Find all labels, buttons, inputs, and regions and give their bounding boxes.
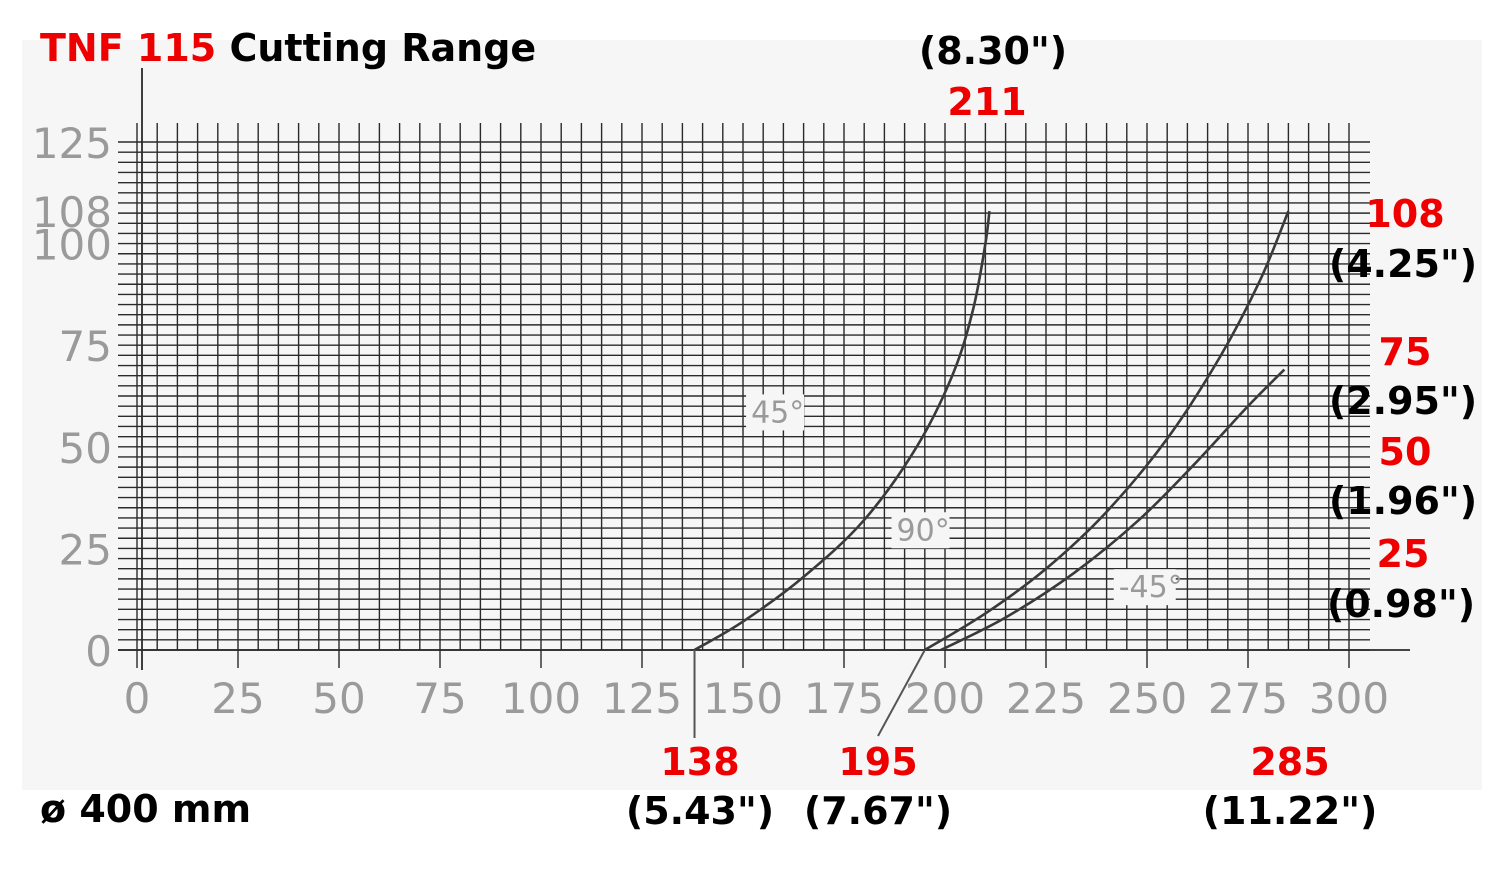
callout-top-inch: (8.30"): [918, 29, 1068, 73]
callout-bottom-mm-285: 285: [1250, 740, 1330, 784]
callout-right-inch-25: (0.98"): [1326, 582, 1476, 626]
callout-bottom-mm-195: 195: [838, 740, 918, 784]
title-model: 115: [136, 26, 217, 70]
series-label-3: -45°: [1119, 570, 1183, 605]
x-tick-label-75: 75: [413, 674, 466, 723]
axes: [118, 68, 1410, 670]
x-tick-label-225: 225: [1006, 674, 1086, 723]
series-label-2: 90°: [897, 513, 950, 548]
chart-title: TNF 115 Cutting Range: [40, 29, 536, 67]
series-labels: 45° 90° -45°: [746, 394, 1183, 606]
callout-bottom-mm-138: 138: [660, 740, 740, 784]
x-tick-label-125: 125: [602, 674, 682, 723]
series-curve-3: [940, 368, 1286, 652]
series-curve-1: [693, 210, 991, 652]
callout-right-mm-108: 108: [1365, 192, 1445, 236]
series-curve-2: [924, 210, 1290, 652]
x-tick-label-150: 150: [703, 674, 783, 723]
callout-right-mm-50: 50: [1378, 430, 1432, 474]
callout-top-mm: 211: [947, 80, 1027, 124]
series-curves: [693, 210, 1290, 652]
leader-line-195: [877, 649, 926, 737]
callout-right-mm-25: 25: [1376, 532, 1430, 576]
series-label-bg: [1113, 569, 1176, 606]
series-label-bg: [891, 512, 950, 549]
x-tick-label-100: 100: [501, 674, 581, 723]
callout-right-inch-75: (2.95"): [1328, 379, 1478, 423]
callout-right-inch-108: (4.25"): [1328, 242, 1478, 286]
x-tick-label-300: 300: [1309, 674, 1389, 723]
y-tick-label-100: 100: [32, 221, 112, 270]
y-tick-label-25: 25: [59, 525, 112, 574]
x-tick-label-175: 175: [804, 674, 884, 723]
diameter-label: ø 400 mm: [40, 787, 252, 831]
grid: [118, 123, 1370, 668]
title-text: Cutting Range: [229, 26, 537, 70]
title-brand: TNF: [40, 26, 124, 70]
y-tick-label-125: 125: [32, 119, 112, 168]
y-tick-label-50: 50: [59, 424, 112, 473]
series-label-bg: [746, 394, 805, 431]
x-tick-label-25: 25: [211, 674, 264, 723]
callout-bottom-inch-195: (7.67"): [803, 789, 953, 833]
x-tick-label-50: 50: [312, 674, 365, 723]
x-tick-label-200: 200: [905, 674, 985, 723]
y-tick-label-0: 0: [85, 627, 112, 676]
callout-bottom-inch-138: (5.43"): [625, 789, 775, 833]
x-tick-labels: 0 25 50 75 100 125 150 175 200 225 250 275 300: [124, 674, 1389, 723]
callout-right-inch-50: (1.96"): [1328, 479, 1478, 523]
x-tick-label-250: 250: [1107, 674, 1187, 723]
leader-lines: [693, 649, 926, 738]
callout-bottom-inch-285: (11.22"): [1202, 789, 1378, 833]
x-tick-label-0: 0: [124, 674, 151, 723]
y-tick-label-108: 108: [32, 188, 112, 237]
callout-right-mm-75: 75: [1378, 330, 1432, 374]
y-tick-label-75: 75: [59, 322, 112, 371]
series-label-1: 45°: [751, 395, 804, 430]
x-tick-label-275: 275: [1208, 674, 1288, 723]
